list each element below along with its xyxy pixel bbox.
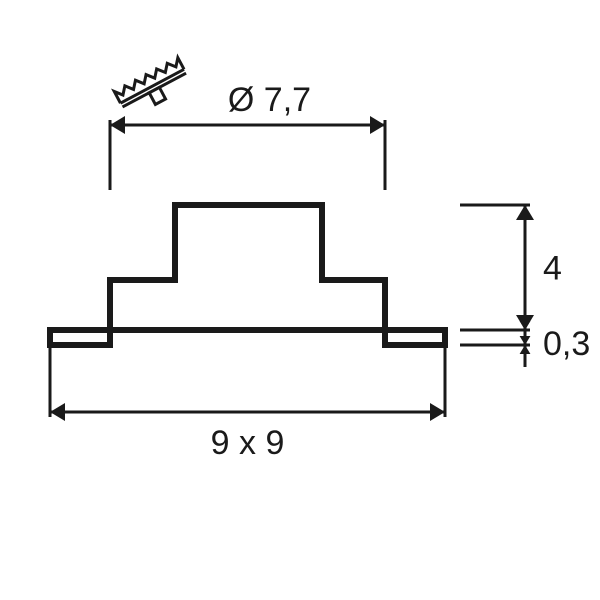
dim-cutout-label: Ø 7,7 bbox=[228, 81, 311, 119]
dim-footprint-label: 9 x 9 bbox=[211, 424, 285, 462]
hole-saw-icon bbox=[114, 58, 192, 119]
dim-height-label: 4 bbox=[543, 250, 562, 288]
dim-flange-label: 0,3 bbox=[543, 325, 590, 363]
fixture-profile bbox=[50, 205, 445, 345]
